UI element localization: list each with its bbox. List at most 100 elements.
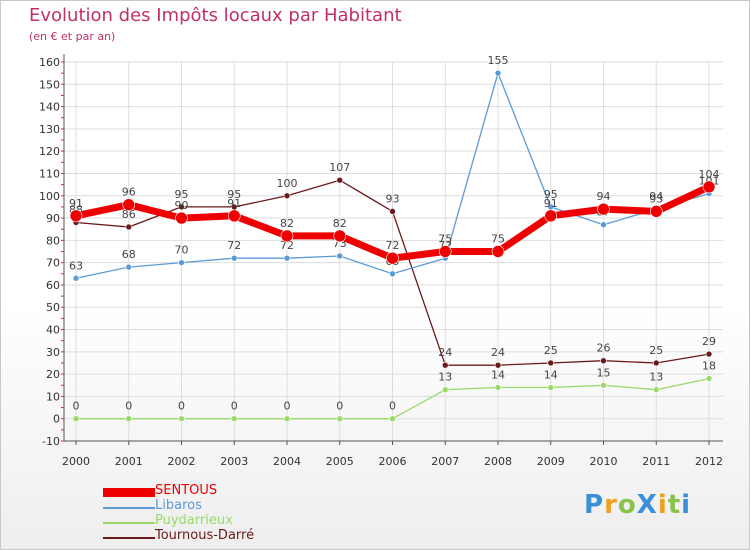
logo-letter: X xyxy=(636,490,658,520)
y-tick-label: -10 xyxy=(42,435,60,448)
legend-swatch xyxy=(103,537,155,539)
data-label-puydarrieux: 13 xyxy=(438,371,452,384)
proxiti-logo: ProXiti xyxy=(584,490,691,520)
data-point-puydarrieux xyxy=(283,415,291,423)
chart-title: Evolution des Impôts locaux par Habitant xyxy=(29,5,402,26)
data-label-tournous-darr-: 95 xyxy=(175,188,189,201)
data-label-sentous: 94 xyxy=(597,190,611,203)
data-point-sentous xyxy=(280,229,294,243)
data-point-puydarrieux xyxy=(125,415,133,423)
x-tick-label: 2005 xyxy=(326,455,354,468)
data-label-libaros: 63 xyxy=(69,259,83,272)
legend-label: Tournous-Darré xyxy=(155,528,255,543)
data-point-sentous xyxy=(702,180,716,194)
data-point-sentous xyxy=(544,209,558,223)
data-label-puydarrieux: 0 xyxy=(178,400,185,413)
data-point-sentous xyxy=(69,209,83,223)
data-label-libaros: 72 xyxy=(227,239,241,252)
data-point-sentous xyxy=(491,245,505,258)
line-chart: -100102030405060708090100110120130140150… xyxy=(39,54,723,468)
y-tick-label: 80 xyxy=(46,234,60,247)
chart-subtitle: (en € et par an) xyxy=(29,30,116,43)
legend-swatch xyxy=(103,507,155,509)
data-label-sentous: 82 xyxy=(280,217,294,230)
data-label-tournous-darr-: 24 xyxy=(438,346,452,359)
y-tick-label: 120 xyxy=(39,145,60,158)
data-label-sentous: 91 xyxy=(544,197,558,210)
data-point-puydarrieux xyxy=(178,415,185,423)
data-point-libaros xyxy=(389,270,396,278)
data-point-tournous-darr- xyxy=(336,176,344,184)
data-label-puydarrieux: 15 xyxy=(597,366,611,379)
data-label-sentous: 75 xyxy=(491,233,505,246)
data-label-tournous-darr-: 29 xyxy=(702,335,716,348)
legend-swatch xyxy=(103,488,155,497)
y-tick-label: 10 xyxy=(46,390,60,403)
data-point-tournous-darr- xyxy=(494,361,502,369)
y-tick-label: 60 xyxy=(46,279,60,292)
y-tick-label: 0 xyxy=(53,413,60,426)
data-label-puydarrieux: 14 xyxy=(544,368,558,381)
data-point-puydarrieux xyxy=(600,381,607,389)
data-point-libaros xyxy=(494,69,502,77)
data-point-puydarrieux xyxy=(705,375,713,382)
logo-letter: i xyxy=(681,490,692,520)
data-point-sentous xyxy=(175,211,188,225)
data-label-sentous: 90 xyxy=(175,199,189,212)
y-tick-label: 90 xyxy=(46,212,60,225)
data-label-tournous-darr-: 26 xyxy=(597,342,611,355)
y-tick-label: 70 xyxy=(46,257,60,270)
data-point-tournous-darr- xyxy=(652,359,660,367)
data-label-puydarrieux: 0 xyxy=(73,400,80,413)
data-point-libaros xyxy=(336,252,344,260)
y-tick-label: 20 xyxy=(46,368,60,381)
data-point-puydarrieux xyxy=(441,386,449,394)
legend-label: Libaros xyxy=(155,498,202,513)
data-label-puydarrieux: 0 xyxy=(125,400,132,413)
y-tick-label: 150 xyxy=(39,78,60,91)
data-point-sentous xyxy=(438,245,452,258)
data-label-puydarrieux: 14 xyxy=(491,368,505,381)
data-label-libaros: 72 xyxy=(280,239,294,252)
data-label-libaros: 94 xyxy=(649,190,663,203)
data-label-libaros: 70 xyxy=(175,244,189,257)
legend-label: Puydarrieux xyxy=(155,513,233,528)
x-tick-label: 2000 xyxy=(62,455,90,468)
logo-letter: r xyxy=(604,490,618,520)
data-label-sentous: 91 xyxy=(69,197,83,210)
data-label-puydarrieux: 0 xyxy=(389,400,396,413)
legend-swatch xyxy=(103,522,155,524)
data-point-tournous-darr- xyxy=(705,350,713,358)
data-point-puydarrieux xyxy=(389,415,396,423)
y-tick-label: 160 xyxy=(39,56,60,69)
data-point-libaros xyxy=(283,254,291,262)
data-label-sentous: 93 xyxy=(649,192,663,205)
x-tick-label: 2012 xyxy=(695,455,723,468)
data-label-sentous: 72 xyxy=(386,239,400,252)
data-point-sentous xyxy=(597,202,610,216)
data-point-tournous-darr- xyxy=(547,359,555,367)
y-tick-label: 130 xyxy=(39,123,60,136)
data-label-tournous-darr-: 95 xyxy=(227,188,241,201)
data-point-tournous-darr- xyxy=(178,203,185,211)
data-label-libaros: 155 xyxy=(488,54,509,67)
x-tick-label: 2006 xyxy=(379,455,407,468)
data-label-puydarrieux: 0 xyxy=(336,400,343,413)
x-tick-label: 2002 xyxy=(168,455,196,468)
x-tick-label: 2007 xyxy=(431,455,459,468)
data-point-tournous-darr- xyxy=(125,223,133,231)
x-tick-label: 2003 xyxy=(220,455,248,468)
data-point-libaros xyxy=(178,259,185,266)
y-tick-label: 100 xyxy=(39,190,60,203)
legend-label: SENTOUS xyxy=(155,483,218,498)
x-tick-label: 2008 xyxy=(484,455,512,468)
data-point-puydarrieux xyxy=(494,384,502,391)
y-tick-label: 50 xyxy=(46,301,60,314)
x-tick-label: 2010 xyxy=(590,455,618,468)
data-label-tournous-darr-: 25 xyxy=(544,344,558,357)
data-point-tournous-darr- xyxy=(283,192,291,200)
y-tick-label: 40 xyxy=(46,324,60,337)
data-label-sentous: 104 xyxy=(699,168,720,181)
y-tick-label: 110 xyxy=(39,167,60,180)
data-label-tournous-darr-: 25 xyxy=(649,344,663,357)
